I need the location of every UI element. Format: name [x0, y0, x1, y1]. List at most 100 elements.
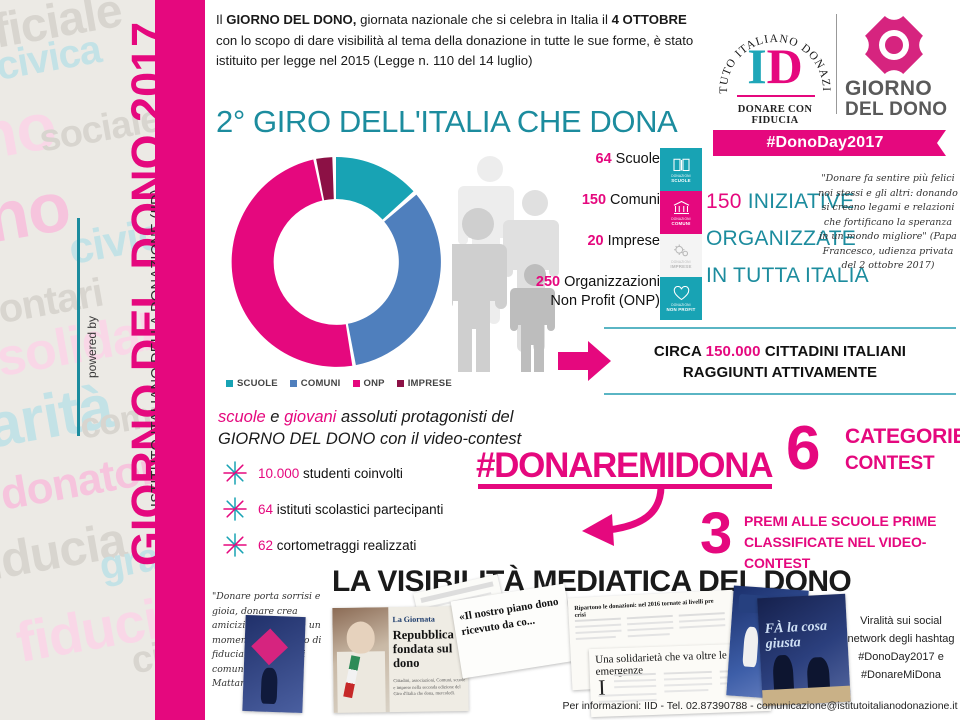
gdd-line1: GIORNO: [845, 77, 932, 100]
iniziative-line1: 150 INIZIATIVE: [706, 183, 869, 220]
stat-label-scuole: Scuole: [615, 151, 660, 167]
bullet-istituti: 64 istituti scolastici partecipanti: [222, 491, 512, 527]
scuole-giovani-line: scuole e giovani assoluti protagonisti d…: [218, 406, 548, 450]
bullet-label-cortometraggi: cortometraggi realizzati: [273, 537, 417, 553]
clipping-tv-stage-left: [242, 614, 306, 714]
clipping-nostro-headline: «Il nostro piano dono ricevuto da co...: [458, 595, 560, 639]
legend-item-onp: ONP: [352, 378, 385, 389]
bullet-num-istituti: 64: [258, 501, 274, 517]
six-labels: CATEGORIE CONTEST: [845, 423, 960, 477]
six-line1: CATEGORIE: [845, 425, 960, 448]
legend-label-onp: ONP: [363, 378, 385, 389]
donaremidona-hashtag: #DONAREMIDONA: [476, 446, 773, 485]
stat-row-comuni: 150 Comuni: [490, 191, 660, 232]
legend-label-scuole: SCUOLE: [237, 378, 278, 389]
circa-pre: CIRCA: [653, 343, 706, 360]
stat-num-comuni: 150: [581, 192, 607, 208]
intro-t2: giornata nazionale che si celebra in Ita…: [356, 12, 612, 27]
curved-arrow-icon: [582, 485, 665, 546]
three-labels: PREMI ALLE SCUOLE PRIME CLASSIFICATE NEL…: [744, 511, 960, 574]
circa-divider-top: [604, 327, 956, 329]
bullet-text-istituti: 64 istituti scolastici partecipanti: [258, 502, 443, 517]
stat-num-onp: 250: [535, 274, 561, 290]
badge-imprese: DONAZIONI IMPRESE: [660, 234, 702, 277]
pink-accent-stripe: [155, 0, 205, 720]
donut-chart: SCUOLE COMUNI ONP IMPRESE: [218, 150, 454, 400]
clipping-repubblica: La Giornata Repubblica fondata sul dono …: [332, 606, 469, 713]
iid-letter-d: D: [766, 38, 803, 94]
stat-label2-onp: Non Profit (ONP): [550, 293, 660, 309]
circa-text: CIRCA 150.000 CITTADINI ITALIANI RAGGIUNT…: [604, 329, 956, 393]
footer-contact: Per informazioni: IID - Tel. 02.87390788…: [562, 700, 958, 712]
intro-t1: Il: [216, 12, 227, 27]
badge-cap2-nonprofit: NON PROFIT: [666, 306, 696, 312]
legend-swatch-onp: [352, 380, 360, 387]
giorno-del-dono-logo: GIORNO DEL DONO: [845, 10, 949, 124]
asterisk-star-icon: [223, 497, 247, 521]
stat-num-scuole: 64: [595, 151, 612, 167]
iid-rule: [737, 95, 815, 97]
legend-label-comuni: COMUNI: [300, 378, 341, 389]
stat-row-onp: 250 Organizzazioni Non Profit (ONP): [490, 273, 660, 325]
legend-item-comuni: COMUNI: [289, 378, 341, 389]
intro-paragraph: Il GIORNO DEL DONO, giornata nazionale c…: [216, 10, 694, 72]
circa-block: CIRCA 150.000 CITTADINI ITALIANI RAGGIUNT…: [604, 327, 956, 395]
badge-cap1-imprese: DONAZIONI: [671, 259, 691, 264]
bullet-studenti: 10.000 studenti coinvolti: [222, 455, 512, 491]
hashtag-ribbon: #DonoDay2017: [713, 130, 937, 156]
bullet-text-cortometraggi: 62 cortometraggi realizzati: [258, 538, 416, 553]
papa-francesco-quote: "Donare fa sentire più felici noi stessi…: [818, 173, 958, 271]
stat-label-comuni: Comuni: [610, 192, 660, 208]
scuole-and: e: [265, 408, 285, 426]
scuole-line2: GIORNO DEL DONO con il video-contest: [218, 430, 522, 448]
badge-cap1-nonprofit: DONAZIONI: [671, 302, 691, 307]
intro-t3: con lo scopo di dare visibilità al tema …: [216, 32, 694, 69]
heart-icon: [673, 285, 689, 300]
donut-chart-svg: [231, 157, 441, 367]
stat-row-scuole: 64 Scuole: [490, 150, 660, 191]
circa-post: CITTADINI ITALIANI: [760, 343, 907, 360]
asterisk-star-icon: [223, 461, 247, 485]
six-line2: CONTEST: [845, 453, 935, 474]
diamond-logo-icon: [251, 628, 288, 666]
intro-b2: 4 OTTOBRE: [611, 12, 687, 27]
intro-b1: GIORNO DEL DONO,: [226, 12, 357, 27]
badge-cap2-imprese: IMPRESE: [670, 263, 692, 269]
left-banner: dono ufficiale civica dono sociale dono …: [0, 0, 205, 720]
bullet-num-cortometraggi: 62: [258, 537, 274, 553]
iid-letter-i: I: [747, 38, 767, 94]
viralita-text: Viralità sui social network degli hashta…: [847, 615, 955, 681]
circa-line2: RAGGIUNTI ATTIVAMENTE: [682, 364, 878, 381]
vertical-teal-rule: [77, 218, 80, 436]
people-silhouettes-icon: [452, 156, 559, 372]
pink-arrow-icon: [558, 341, 611, 381]
iniziative-num: 150: [706, 190, 742, 213]
stat-label-imprese: Imprese: [607, 233, 660, 249]
clipping-nostro-piano: «Il nostro piano dono ricevuto da co...: [450, 583, 577, 679]
legend-swatch-comuni: [289, 380, 297, 387]
gears-icon: [673, 244, 688, 256]
donaremidona-underline: [478, 484, 772, 489]
tv-overlay-text: FÀ la cosa giusta: [764, 618, 828, 652]
badge-cap2-comuni: COMUNI: [671, 220, 691, 226]
building-icon: [673, 200, 689, 214]
iniziative-line2: ORGANIZZATE: [706, 227, 856, 250]
stat-label-onp: Organizzazioni: [564, 274, 660, 290]
diamond-flower-icon: [859, 10, 929, 80]
iniziative-block: 150 INIZIATIVE ORGANIZZATE IN TUTTA ITAL…: [706, 183, 869, 294]
ribbon-tail-icon: [937, 130, 946, 156]
badge-cap2-scuole: SCUOLE: [671, 177, 691, 183]
clipping-tv-fa-la-cosa-giusta: FÀ la cosa giusta: [757, 593, 851, 707]
book-icon: [672, 158, 690, 171]
legend-item-imprese: IMPRESE: [396, 378, 452, 389]
iniziative-line3: IN TUTTA ITALIA: [706, 264, 869, 287]
badge-non-profit: DONAZIONI NON PROFIT: [660, 277, 702, 320]
six-number: 6: [786, 414, 821, 483]
legend-swatch-imprese: [396, 380, 404, 387]
clipping-photo-mattarella: [332, 607, 390, 713]
tv-person-silhouette: [260, 667, 278, 705]
chart-legend: SCUOLE COMUNI ONP IMPRESE: [226, 378, 452, 389]
bullet-stats-list: 10.000 studenti coinvolti 64 istituti sc…: [222, 455, 512, 563]
iid-arc-text-icon: ISTITUTO ITALIANO DONAZIONE: [717, 12, 831, 94]
